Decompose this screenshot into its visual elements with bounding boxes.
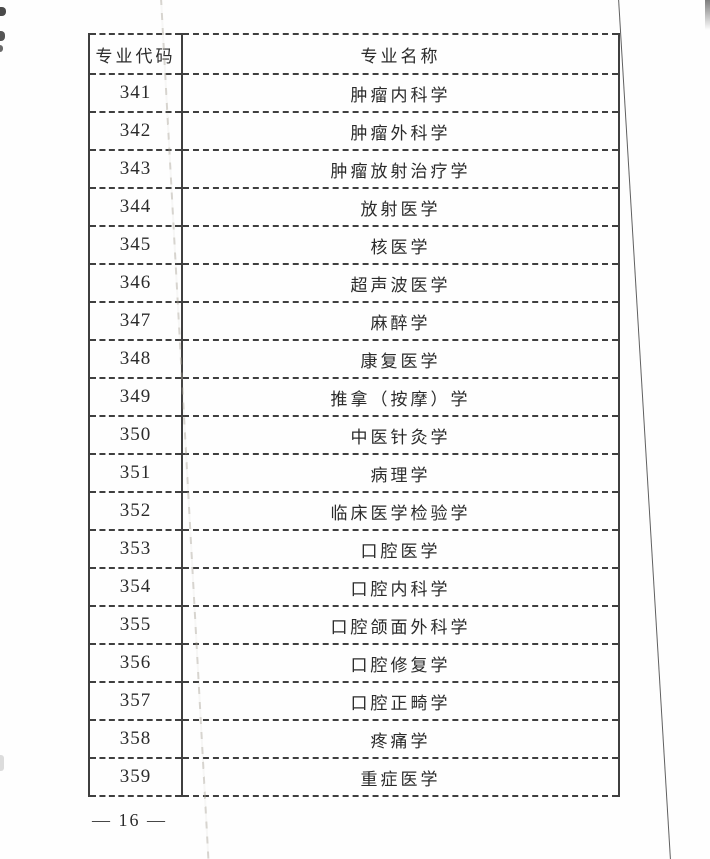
table-row: 352 临床医学检验学 (88, 491, 620, 531)
specialty-code-cell: 349 (88, 377, 183, 417)
table-row: 356 口腔修复学 (88, 643, 620, 683)
table-row: 355 口腔颌面外科学 (88, 605, 620, 645)
scan-artifact-speck (0, 31, 5, 41)
table-row: 348 康复医学 (88, 339, 620, 379)
specialty-name-cell: 麻醉学 (181, 301, 620, 341)
table-row: 353 口腔医学 (88, 529, 620, 569)
table-row: 359 重症医学 (88, 757, 620, 797)
specialty-name-cell: 康复医学 (181, 339, 620, 379)
specialty-code-cell: 359 (88, 757, 183, 797)
specialty-code-cell: 341 (88, 73, 183, 113)
specialty-name-cell: 口腔修复学 (181, 643, 620, 683)
specialty-code-cell: 351 (88, 453, 183, 493)
specialty-name-cell: 肿瘤内科学 (181, 73, 620, 113)
specialty-name-cell: 肿瘤放射治疗学 (181, 149, 620, 189)
table-row: 349 推拿（按摩）学 (88, 377, 620, 417)
table-row: 346 超声波医学 (88, 263, 620, 303)
table-row: 350 中医针灸学 (88, 415, 620, 455)
specialty-code-cell: 354 (88, 567, 183, 607)
scan-artifact-page-edge-line (618, 0, 672, 859)
specialty-name-cell: 口腔内科学 (181, 567, 620, 607)
specialty-code-cell: 357 (88, 681, 183, 721)
specialty-name-cell: 超声波医学 (181, 263, 620, 303)
specialty-code-cell: 343 (88, 149, 183, 189)
scan-artifact-speck (0, 45, 3, 52)
specialty-code-cell: 356 (88, 643, 183, 683)
scan-artifact-speck (0, 755, 4, 771)
column-header-name: 专业名称 (181, 33, 620, 75)
specialty-name-cell: 重症医学 (181, 757, 620, 797)
specialty-name-cell: 病理学 (181, 453, 620, 493)
specialty-code-cell: 358 (88, 719, 183, 759)
scan-artifact-speck (0, 7, 6, 16)
specialty-code-cell: 352 (88, 491, 183, 531)
specialty-code-table: 专业代码 专业名称 341 肿瘤内科学 342 肿瘤外科学 343 肿瘤放射治疗… (88, 33, 620, 797)
table-row: 351 病理学 (88, 453, 620, 493)
table-row: 347 麻醉学 (88, 301, 620, 341)
table-row: 344 放射医学 (88, 187, 620, 227)
column-header-code: 专业代码 (88, 33, 183, 75)
table-body: 341 肿瘤内科学 342 肿瘤外科学 343 肿瘤放射治疗学 344 放射医学 (88, 73, 620, 797)
specialty-code-cell: 350 (88, 415, 183, 455)
specialty-name-cell: 核医学 (181, 225, 620, 265)
specialty-code-cell: 342 (88, 111, 183, 151)
specialty-code-cell: 346 (88, 263, 183, 303)
specialty-name-cell: 口腔颌面外科学 (181, 605, 620, 645)
table-row: 345 核医学 (88, 225, 620, 265)
specialty-name-cell: 口腔医学 (181, 529, 620, 569)
table-row: 358 疼痛学 (88, 719, 620, 759)
specialty-name-cell: 放射医学 (181, 187, 620, 227)
table-header-row: 专业代码 专业名称 (88, 33, 620, 75)
specialty-name-cell: 中医针灸学 (181, 415, 620, 455)
table-row: 343 肿瘤放射治疗学 (88, 149, 620, 189)
specialty-code-cell: 347 (88, 301, 183, 341)
table-row: 341 肿瘤内科学 (88, 73, 620, 113)
specialty-code-cell: 345 (88, 225, 183, 265)
specialty-name-cell: 口腔正畸学 (181, 681, 620, 721)
specialty-code-cell: 344 (88, 187, 183, 227)
specialty-code-cell: 348 (88, 339, 183, 379)
table-row: 342 肿瘤外科学 (88, 111, 620, 151)
scan-artifact-corner-sliver (705, 0, 710, 30)
specialty-name-cell: 肿瘤外科学 (181, 111, 620, 151)
page-number: — 16 — (92, 810, 167, 830)
table-row: 357 口腔正畸学 (88, 681, 620, 721)
specialty-name-cell: 临床医学检验学 (181, 491, 620, 531)
table-row: 354 口腔内科学 (88, 567, 620, 607)
specialty-code-cell: 353 (88, 529, 183, 569)
specialty-name-cell: 疼痛学 (181, 719, 620, 759)
specialty-name-cell: 推拿（按摩）学 (181, 377, 620, 417)
specialty-code-cell: 355 (88, 605, 183, 645)
